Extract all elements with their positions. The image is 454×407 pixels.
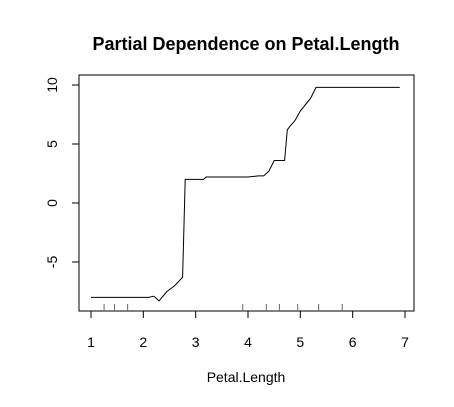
plot-frame — [78, 74, 415, 312]
y-axis: -5 0 5 10 — [44, 77, 80, 269]
x-tick-label: 5 — [296, 334, 304, 350]
y-tick-label: 10 — [44, 77, 60, 93]
y-tick-label: -5 — [44, 256, 60, 269]
series-layer — [91, 86, 400, 302]
x-tick-label: 4 — [244, 334, 252, 350]
chart-title: Partial Dependence on Petal.Length — [92, 34, 399, 54]
y-tick-label: 5 — [44, 140, 60, 148]
x-tick-label: 1 — [87, 334, 95, 350]
x-tick-label: 7 — [401, 334, 409, 350]
x-axis: 1 2 3 4 5 6 7 — [87, 310, 409, 350]
x-tick-label: 6 — [349, 334, 357, 350]
x-tick-label: 3 — [192, 334, 200, 350]
rug-ticks — [103, 304, 343, 311]
x-axis-label: Petal.Length — [207, 369, 286, 385]
x-tick-label: 2 — [139, 334, 147, 350]
y-tick-label: 0 — [44, 199, 60, 207]
partial-dependence-line — [91, 86, 400, 302]
